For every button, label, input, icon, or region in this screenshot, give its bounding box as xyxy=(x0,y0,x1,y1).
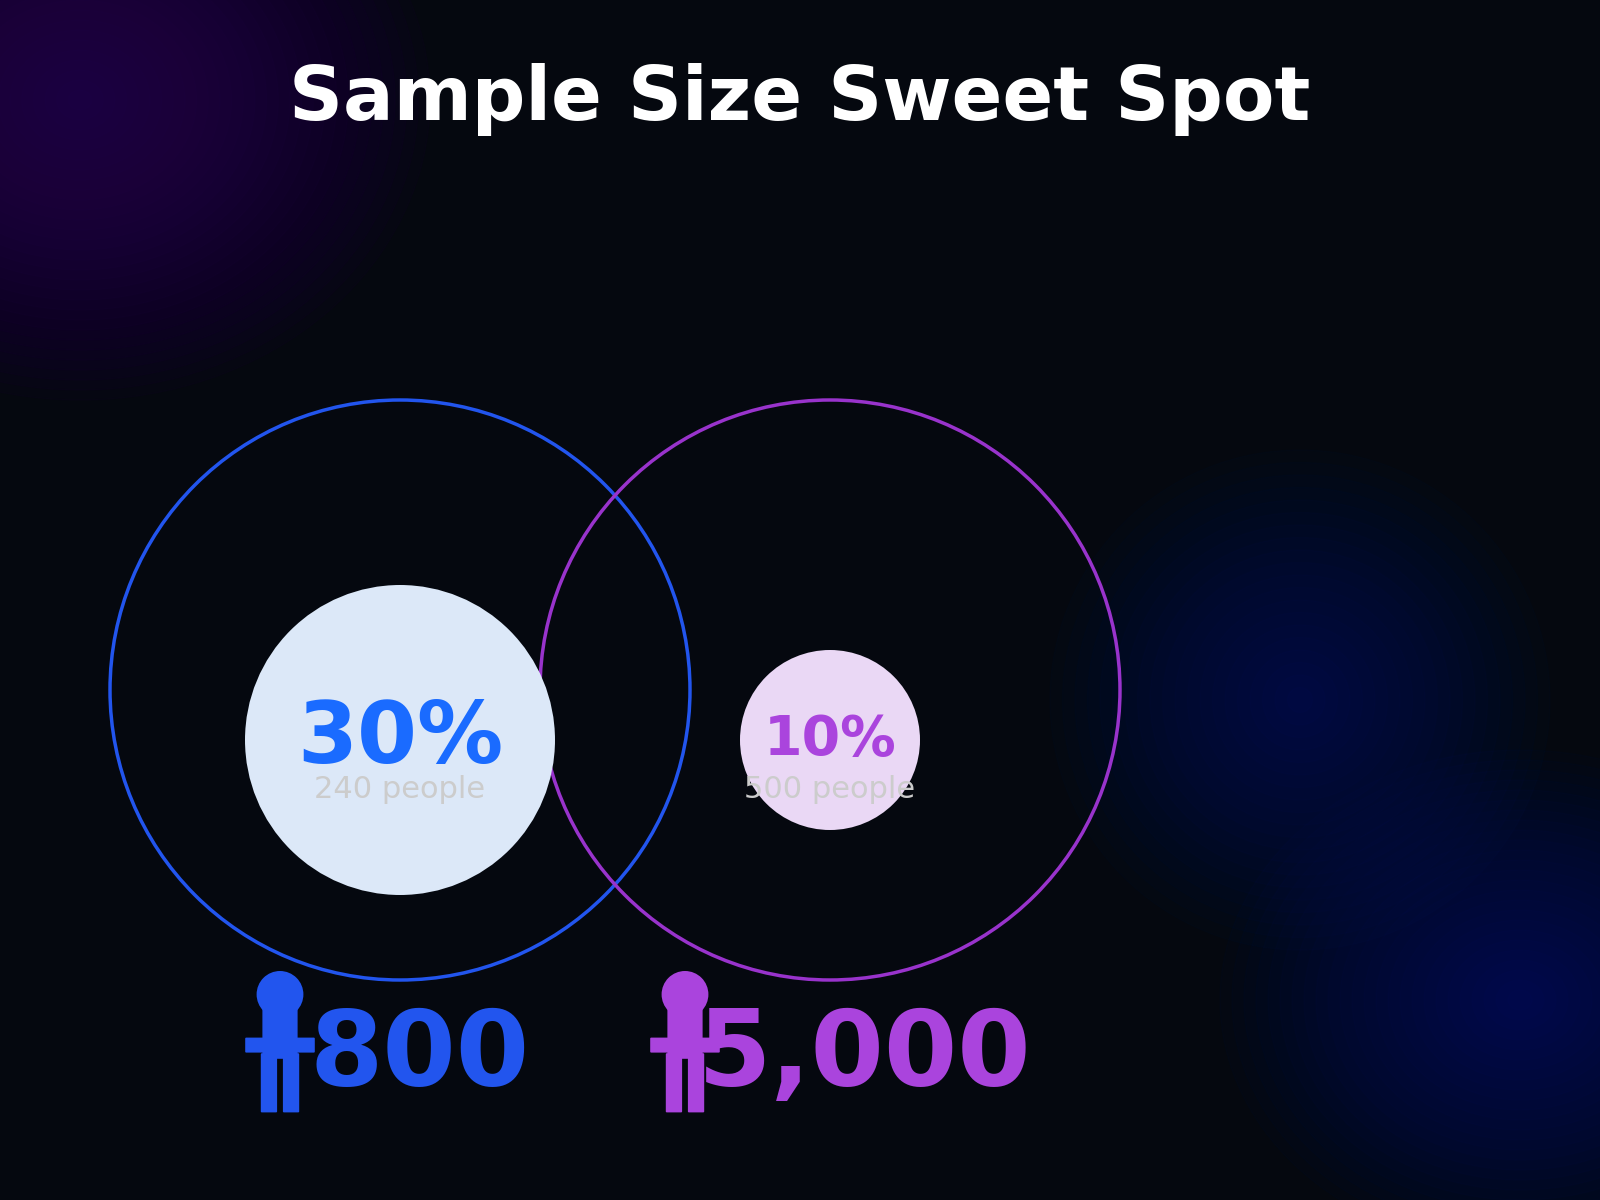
Circle shape xyxy=(739,650,920,830)
Text: 500 people: 500 people xyxy=(744,775,915,804)
FancyBboxPatch shape xyxy=(688,1054,704,1112)
FancyBboxPatch shape xyxy=(650,1038,670,1052)
FancyBboxPatch shape xyxy=(261,1054,277,1112)
Text: 10%: 10% xyxy=(763,713,896,767)
FancyBboxPatch shape xyxy=(294,1038,315,1052)
FancyBboxPatch shape xyxy=(245,1038,266,1052)
Circle shape xyxy=(662,971,709,1018)
Text: 240 people: 240 people xyxy=(315,775,485,804)
Text: Sample Size Sweet Spot: Sample Size Sweet Spot xyxy=(290,64,1310,137)
FancyBboxPatch shape xyxy=(262,1008,298,1058)
FancyBboxPatch shape xyxy=(283,1054,299,1112)
FancyBboxPatch shape xyxy=(667,1008,702,1058)
Circle shape xyxy=(256,971,304,1018)
Text: 800: 800 xyxy=(310,1006,530,1108)
Circle shape xyxy=(245,584,555,895)
FancyBboxPatch shape xyxy=(666,1054,682,1112)
Text: 5,000: 5,000 xyxy=(698,1006,1032,1108)
Text: 30%: 30% xyxy=(298,698,502,781)
FancyBboxPatch shape xyxy=(699,1038,720,1052)
